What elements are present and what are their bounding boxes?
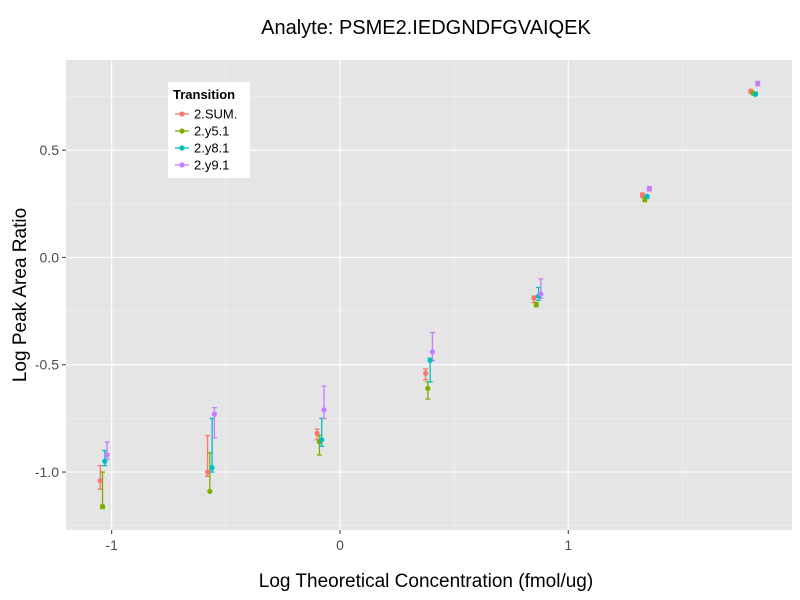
data-point	[104, 452, 110, 458]
y-tick-label: -0.5	[35, 357, 59, 373]
data-point	[538, 291, 544, 297]
data-point	[211, 411, 217, 417]
grid-major	[66, 60, 792, 530]
data-point	[321, 407, 327, 413]
data-point	[752, 91, 759, 97]
data-point	[209, 465, 215, 471]
data-point	[102, 458, 108, 464]
legend-label: 2.y9.1	[194, 158, 229, 173]
x-tick-label: 0	[336, 537, 344, 553]
data-point	[533, 302, 539, 308]
legend-title: Transition	[173, 87, 235, 102]
data-point	[204, 469, 211, 475]
y-axis-title: Log Peak Area Ratio	[10, 208, 31, 382]
data-point	[319, 437, 325, 443]
data-point	[644, 193, 650, 199]
legend-key-point	[179, 162, 185, 168]
y-tick-label: 0.0	[40, 249, 60, 265]
data-point	[531, 295, 537, 301]
data-point	[314, 430, 320, 437]
y-axis-ticks: -1.0 -0.5 0.0 0.5	[35, 142, 66, 480]
y-tick-label: -1.0	[35, 464, 59, 480]
x-axis-title: Log Theoretical Concentration (fmol/ug)	[259, 571, 593, 592]
data-point	[99, 503, 106, 509]
legend-key-point	[179, 145, 185, 151]
legend: Transition 2.SUM. 2.y5.1 2.y8.1 2.y9.1	[168, 82, 250, 178]
data-point	[207, 488, 213, 494]
legend-label: 2.y5.1	[194, 124, 229, 139]
legend-key-point	[179, 128, 185, 134]
x-tick-label: -1	[105, 537, 118, 553]
legend-items: 2.SUM. 2.y5.1 2.y8.1 2.y9.1	[175, 107, 237, 173]
x-tick-label: 1	[564, 537, 572, 553]
data-point	[429, 349, 436, 355]
data-point	[422, 370, 429, 376]
data-point	[646, 186, 652, 192]
data-point	[755, 81, 761, 87]
data-point	[425, 385, 431, 391]
data-point	[97, 478, 103, 484]
x-axis-ticks: -1 0 1	[105, 530, 572, 553]
legend-key-point	[179, 111, 185, 117]
data-point	[427, 357, 433, 364]
y-tick-label: 0.5	[40, 142, 60, 158]
legend-label: 2.y8.1	[194, 141, 229, 156]
data-point	[639, 192, 646, 198]
chart-title: Analyte: PSME2.IEDGNDFGVAIQEK	[261, 17, 591, 39]
legend-label: 2.SUM.	[194, 107, 237, 122]
data-points	[97, 81, 761, 509]
